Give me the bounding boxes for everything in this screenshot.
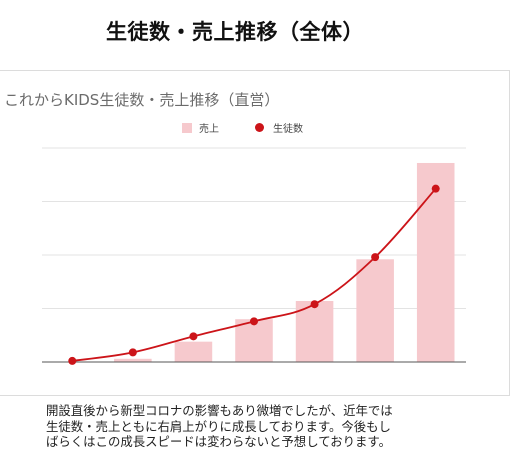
- legend-label-sales: 売上: [199, 124, 219, 135]
- point-students: [128, 348, 137, 357]
- description-line: ばらくはこの成長スピードは変わらないと予想しております。: [46, 434, 391, 449]
- legend-swatch-students: [255, 123, 264, 132]
- point-students: [189, 332, 198, 341]
- chart-card: これからKIDS生徒数・売上推移（直営） 売上 生徒数: [0, 70, 510, 396]
- point-students: [250, 317, 258, 326]
- chart-title: これからKIDS生徒数・売上推移（直営）: [4, 91, 280, 109]
- chart-legend: 売上 生徒数: [182, 120, 339, 135]
- point-students: [68, 356, 77, 365]
- bar-sales: [295, 301, 334, 362]
- bar-sales: [356, 259, 394, 362]
- chart-plot: [42, 147, 466, 365]
- point-students: [310, 300, 319, 309]
- bar-sales: [114, 358, 152, 362]
- page-title: 生徒数・売上推移（全体）: [106, 20, 364, 44]
- bar-sales: [174, 341, 213, 362]
- legend-item-sales[interactable]: 売上: [182, 120, 219, 135]
- description-line: 開設直後から新型コロナの影響もあり微増でしたが、近年では: [46, 403, 393, 418]
- legend-item-students[interactable]: 生徒数: [255, 120, 303, 135]
- bar-sales: [416, 162, 455, 362]
- point-students: [431, 184, 440, 193]
- description-line: 生徒数・売上ともに右肩上がりに成長しております。今後もし: [46, 418, 391, 434]
- legend-label-students: 生徒数: [273, 124, 303, 135]
- bar-sales: [235, 319, 273, 362]
- legend-swatch-sales: [182, 122, 192, 133]
- point-students: [371, 253, 380, 262]
- description-text: 開設直後から新型コロナの影響もあり微増でしたが、近年では 生徒数・売上ともに右肩…: [46, 403, 516, 450]
